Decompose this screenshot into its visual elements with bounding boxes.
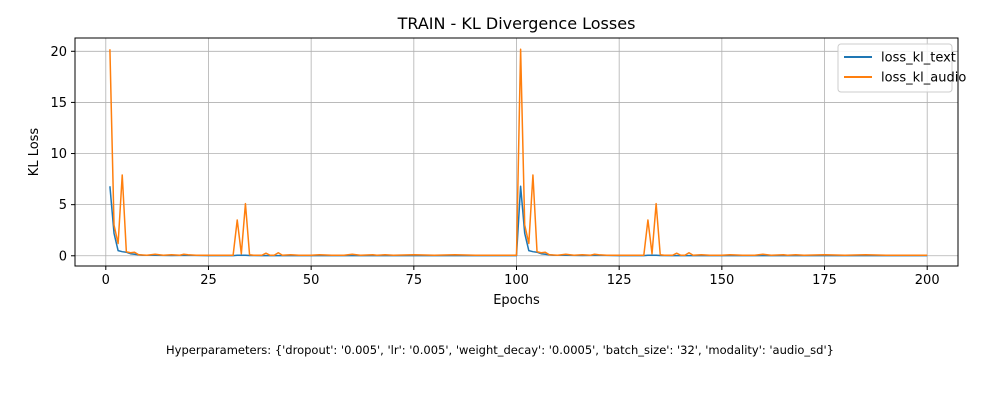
legend-label-loss-kl-text: loss_kl_text: [881, 51, 956, 66]
y-tick-label: 15: [50, 96, 67, 111]
legend: loss_kl_text loss_kl_audio: [837, 43, 966, 93]
x-tick-label: 100: [504, 273, 529, 288]
series-lines: [109, 48, 928, 257]
x-tick-label: 175: [812, 273, 837, 288]
x-axis-label: Epochs: [493, 293, 540, 308]
y-tick-label: 5: [59, 198, 67, 213]
y-axis-label: KL Loss: [27, 128, 42, 177]
x-tick-label: 200: [915, 273, 940, 288]
y-tick-label: 0: [59, 249, 67, 264]
x-tick-label: 150: [709, 273, 734, 288]
chart-title: TRAIN - KL Divergence Losses: [397, 14, 636, 33]
series-line-loss-kl-audio: [109, 48, 928, 257]
y-tick-label: 20: [50, 45, 67, 60]
hyperparameters-caption: Hyperparameters: {'dropout': '0.005', 'l…: [166, 343, 834, 357]
axis-ticks: 0 25 50 75 100 125 150 175 200 0 5 10 15 20: [50, 45, 939, 288]
y-tick-label: 10: [50, 147, 67, 162]
x-tick-label: 0: [102, 273, 110, 288]
x-tick-label: 125: [607, 273, 632, 288]
x-tick-label: 75: [406, 273, 423, 288]
x-tick-label: 25: [200, 273, 217, 288]
x-tick-label: 50: [303, 273, 320, 288]
legend-label-loss-kl-audio: loss_kl_audio: [881, 71, 966, 86]
